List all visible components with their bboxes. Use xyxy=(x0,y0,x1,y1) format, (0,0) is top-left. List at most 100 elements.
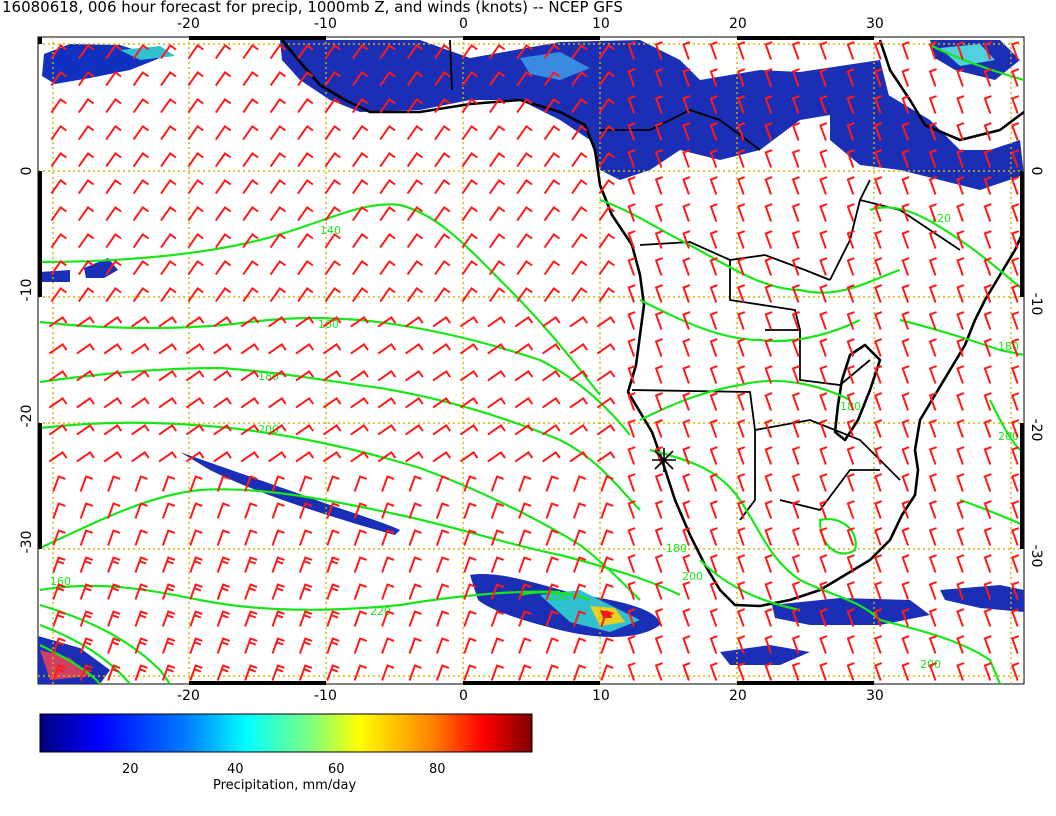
wind-barb xyxy=(214,286,232,303)
wind-barb xyxy=(709,473,718,492)
wind-barb xyxy=(791,41,800,60)
wind-barb xyxy=(134,529,148,546)
wind-barb xyxy=(874,392,883,411)
wind-barb xyxy=(874,311,883,330)
wind-barb xyxy=(983,284,992,303)
wind-barb xyxy=(956,446,965,465)
lat-tick-label: -10 xyxy=(19,279,35,302)
wind-barb xyxy=(435,529,450,546)
wind-barb xyxy=(132,43,150,60)
lon-tick-label: 30 xyxy=(866,688,884,704)
wind-barb xyxy=(351,259,369,276)
wind-barb xyxy=(819,230,828,249)
wind-barb xyxy=(381,502,395,519)
wind-barb xyxy=(134,502,148,519)
wind-barb xyxy=(956,149,965,168)
wind-barb xyxy=(189,529,203,546)
wind-barb xyxy=(518,529,532,546)
wind-barb xyxy=(134,637,148,654)
wind-barb xyxy=(297,124,314,141)
wind-barb xyxy=(461,178,478,195)
wind-barb xyxy=(105,259,122,276)
wind-barb xyxy=(52,502,66,519)
wind-barb xyxy=(408,583,422,600)
wind-barb xyxy=(435,475,450,492)
wind-barb xyxy=(709,581,718,600)
wind-barb xyxy=(52,529,66,546)
wind-barb xyxy=(764,527,773,546)
lat-labels-left: 0 -10 -20 -30 xyxy=(19,167,35,554)
wind-barb xyxy=(928,635,937,654)
wind-barb xyxy=(1011,230,1020,249)
wind-barb xyxy=(791,662,800,681)
lon-tick-label: -20 xyxy=(177,688,200,704)
wind-barb xyxy=(50,259,67,276)
wind-barb xyxy=(434,43,451,60)
wind-barb xyxy=(737,149,746,168)
wind-barb xyxy=(983,41,992,60)
wind-barb xyxy=(569,343,589,355)
wind-barb xyxy=(654,419,663,438)
wind-barb xyxy=(682,122,691,141)
wind-barb xyxy=(432,424,452,436)
wind-barb xyxy=(571,124,588,141)
wind-barb xyxy=(983,203,992,222)
wind-barb xyxy=(187,151,204,168)
wind-barb xyxy=(1011,149,1020,168)
wind-barb xyxy=(569,370,589,382)
wind-barb xyxy=(791,527,800,546)
wind-barb xyxy=(598,70,615,87)
wind-barb xyxy=(461,97,478,114)
wind-barb xyxy=(1011,68,1020,87)
wind-barb xyxy=(627,257,636,276)
wind-barb xyxy=(242,97,259,114)
wind-barb xyxy=(324,70,341,87)
wind-barb xyxy=(244,583,258,600)
wind-barb xyxy=(324,259,341,276)
wind-barb xyxy=(518,610,532,627)
wind-barb xyxy=(353,583,368,600)
wind-barb xyxy=(928,419,937,438)
wind-barb xyxy=(459,424,479,436)
wind-barb xyxy=(350,397,369,409)
wind-barb xyxy=(214,259,232,276)
wind-barb xyxy=(600,637,614,654)
wind-barb xyxy=(189,556,203,573)
wind-barb xyxy=(709,68,718,87)
wind-barb xyxy=(52,637,66,654)
wind-barb xyxy=(297,97,314,114)
wind-barb xyxy=(322,397,342,409)
wind-barb xyxy=(351,205,369,222)
wind-barb xyxy=(269,286,287,303)
wind-barb xyxy=(901,311,910,330)
wind-barb xyxy=(244,475,258,492)
wind-barb xyxy=(377,343,397,355)
wind-barb xyxy=(405,424,424,436)
wind-barb xyxy=(381,529,395,546)
wind-barb xyxy=(50,97,67,114)
colorbar: 20 40 60 80 Precipitation, mm/day xyxy=(39,713,533,793)
wind-barb xyxy=(654,122,663,141)
wind-barb xyxy=(874,500,883,519)
wind-barb xyxy=(77,205,95,222)
wind-barb xyxy=(791,392,800,411)
wind-barb xyxy=(572,664,587,681)
wind-barb xyxy=(709,284,718,303)
wind-barb xyxy=(324,178,341,195)
wind-barb xyxy=(187,232,204,249)
wind-barb xyxy=(682,365,691,384)
wind-barb xyxy=(406,97,424,114)
wind-barb xyxy=(654,554,663,573)
wind-barb xyxy=(737,203,746,222)
wind-barb xyxy=(846,284,855,303)
wind-barb xyxy=(569,397,589,409)
wind-barb xyxy=(791,203,800,222)
wind-barb xyxy=(379,151,396,168)
wind-barb xyxy=(408,475,422,492)
lon-tick-label: 10 xyxy=(592,688,610,704)
contour-label: 180 xyxy=(666,542,687,555)
wind-barb xyxy=(764,338,773,357)
wind-barb xyxy=(516,43,533,60)
wind-barb xyxy=(901,365,910,384)
wind-barb xyxy=(240,343,260,355)
